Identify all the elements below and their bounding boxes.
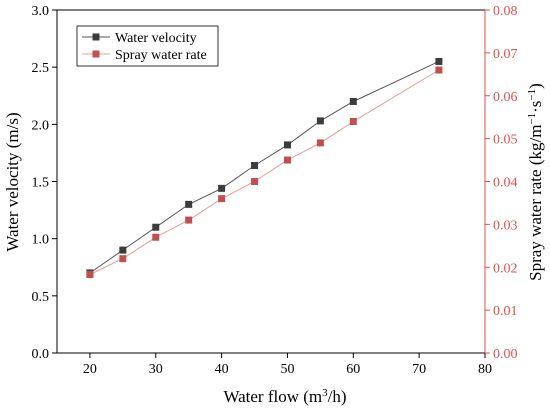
right-y-axis-title: Spray water rate (kg/m−1·s−1) bbox=[526, 83, 545, 281]
right-y-axis-ticks: 0.00 0.01 0.02 0.03 0.04 0.05 0.06 0.07 0.08 bbox=[485, 4, 518, 362]
series-1-point bbox=[349, 117, 357, 125]
x-tick-label: 60 bbox=[346, 362, 360, 377]
left-y-axis-title: Water velocity (m/s) bbox=[3, 112, 22, 251]
x-tick-label: 20 bbox=[83, 362, 97, 377]
series-1-point bbox=[251, 178, 259, 185]
legend-marker-1 bbox=[92, 50, 100, 58]
right-y-tick-label: 0.02 bbox=[493, 261, 518, 276]
x-tick-label: 30 bbox=[149, 362, 163, 377]
series-layer bbox=[86, 57, 443, 279]
series-0-point bbox=[119, 246, 127, 254]
left-y-tick-label: 0.0 bbox=[32, 347, 50, 362]
series-1-point bbox=[435, 66, 443, 74]
x-axis-title: Water flow (m3/h) bbox=[223, 387, 346, 406]
right-y-tick-label: 0.04 bbox=[493, 176, 518, 191]
left-y-tick-label: 1.5 bbox=[32, 176, 50, 191]
series-0-point bbox=[185, 200, 193, 208]
series-1-point bbox=[283, 156, 291, 164]
series-1-point bbox=[218, 195, 226, 203]
series-0-point bbox=[152, 223, 160, 231]
right-y-tick-label: 0.08 bbox=[493, 4, 518, 19]
right-y-tick-label: 0.07 bbox=[493, 47, 518, 62]
x-tick-label: 80 bbox=[478, 362, 492, 377]
left-y-tick-label: 3.0 bbox=[32, 4, 50, 19]
legend-label-1: Spray water rate bbox=[115, 48, 207, 63]
series-1-point bbox=[86, 271, 94, 279]
left-y-tick-label: 2.0 bbox=[32, 118, 50, 133]
series-1-point bbox=[152, 233, 160, 241]
x-axis-ticks: 20 30 40 50 60 70 80 bbox=[83, 353, 492, 377]
legend: Water velocity Spray water rate bbox=[76, 25, 219, 67]
legend-box bbox=[76, 25, 219, 67]
series-0-point bbox=[349, 97, 357, 105]
left-y-tick-label: 1.0 bbox=[32, 233, 50, 248]
series-0-point bbox=[251, 161, 259, 169]
series-0-point bbox=[218, 184, 226, 192]
x-axis-title-tail: /h) bbox=[328, 387, 347, 406]
series-0-point bbox=[435, 57, 443, 65]
series-line-1 bbox=[89, 69, 440, 275]
right-y-tick-label: 0.01 bbox=[493, 304, 518, 319]
left-y-tick-label: 2.5 bbox=[32, 61, 50, 76]
series-1-point bbox=[185, 216, 193, 224]
x-tick-label: 70 bbox=[412, 362, 426, 377]
series-0-point bbox=[316, 117, 324, 125]
legend-marker-0 bbox=[92, 33, 100, 41]
legend-label-0: Water velocity bbox=[115, 31, 197, 46]
right-y-tick-label: 0.00 bbox=[493, 347, 518, 362]
series-1-point bbox=[316, 139, 324, 147]
right-y-tick-label: 0.05 bbox=[493, 133, 518, 148]
right-y-axis-title-sup2: −1 bbox=[526, 89, 538, 101]
right-y-tick-label: 0.03 bbox=[493, 218, 518, 233]
x-tick-label: 40 bbox=[215, 362, 229, 377]
right-y-axis-title-sup1: −1 bbox=[526, 113, 538, 125]
left-y-tick-label: 0.5 bbox=[32, 290, 50, 305]
x-tick-label: 50 bbox=[280, 362, 294, 377]
left-y-axis-ticks: 0.0 0.5 1.0 1.5 2.0 2.5 3.0 bbox=[32, 4, 57, 362]
x-axis-title-base: Water flow (m bbox=[223, 387, 322, 406]
right-y-axis-title-pre: Spray water rate (kg/m bbox=[526, 125, 545, 281]
right-y-tick-label: 0.06 bbox=[493, 90, 518, 105]
series-0-point bbox=[283, 141, 291, 149]
right-y-axis-title-post: ) bbox=[526, 83, 545, 89]
right-y-axis-title-mid: ·s bbox=[526, 101, 545, 113]
x-axis-title-sup: 3 bbox=[322, 387, 328, 399]
series-1-point bbox=[119, 255, 127, 263]
series-line-0 bbox=[89, 60, 440, 274]
